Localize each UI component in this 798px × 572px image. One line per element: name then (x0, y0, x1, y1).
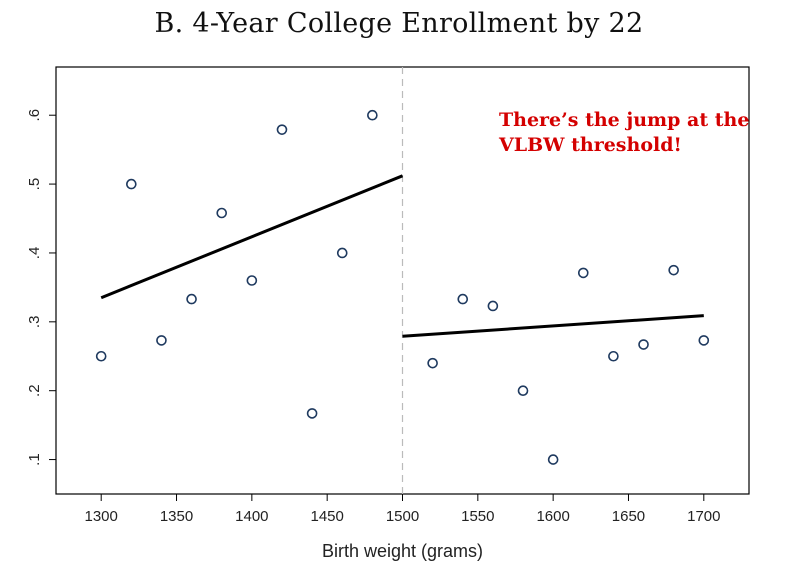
data-point (608, 350, 619, 362)
y-tick-label: .1 (26, 453, 43, 466)
data-point (306, 408, 318, 419)
x-tick-label: 1600 (536, 508, 569, 525)
y-tick-label: .4 (26, 247, 43, 260)
data-point (126, 178, 137, 190)
x-tick-label: 1500 (386, 508, 419, 525)
fit-line (402, 314, 704, 338)
y-tick-label: .2 (26, 384, 43, 397)
data-point (186, 293, 197, 305)
y-tick-label: .3 (26, 316, 43, 329)
x-tick-label: 1450 (310, 508, 343, 525)
data-point (336, 247, 348, 259)
fit-line (100, 174, 404, 300)
data-point (698, 335, 710, 346)
annotation-line-2: VLBW threshold! (498, 134, 682, 156)
chart-title: B. 4-Year College Enrollment by 22 (154, 8, 644, 39)
data-point (668, 264, 679, 276)
x-axis-title: Birth weight (grams) (322, 541, 483, 561)
data-point (95, 350, 107, 362)
data-point (427, 357, 438, 369)
y-tick-label: .5 (26, 178, 43, 191)
data-points (95, 109, 710, 465)
x-axis: 1300 1350 1400 1450 1500 1550 1600 1650 1700 (85, 494, 720, 525)
data-point (276, 124, 288, 135)
data-point (547, 454, 559, 465)
data-point (367, 109, 378, 121)
data-point (246, 275, 258, 286)
data-point (517, 385, 529, 396)
data-point (156, 335, 167, 346)
x-tick-label: 1550 (461, 508, 494, 525)
data-point (577, 267, 589, 279)
data-point (487, 300, 499, 312)
x-tick-label: 1650 (612, 508, 645, 525)
x-tick-label: 1700 (687, 508, 720, 525)
data-point (457, 293, 469, 305)
data-point (638, 339, 649, 350)
x-tick-label: 1350 (160, 508, 193, 525)
y-tick-label: .6 (26, 109, 43, 122)
data-point (216, 207, 228, 219)
annotation-line-1: There’s the jump at the (499, 109, 749, 131)
x-tick-label: 1400 (235, 508, 268, 525)
x-tick-label: 1300 (85, 508, 118, 525)
y-axis: .1 .2 .3 .4 .5 .6 (26, 109, 56, 466)
fit-lines (100, 174, 704, 338)
